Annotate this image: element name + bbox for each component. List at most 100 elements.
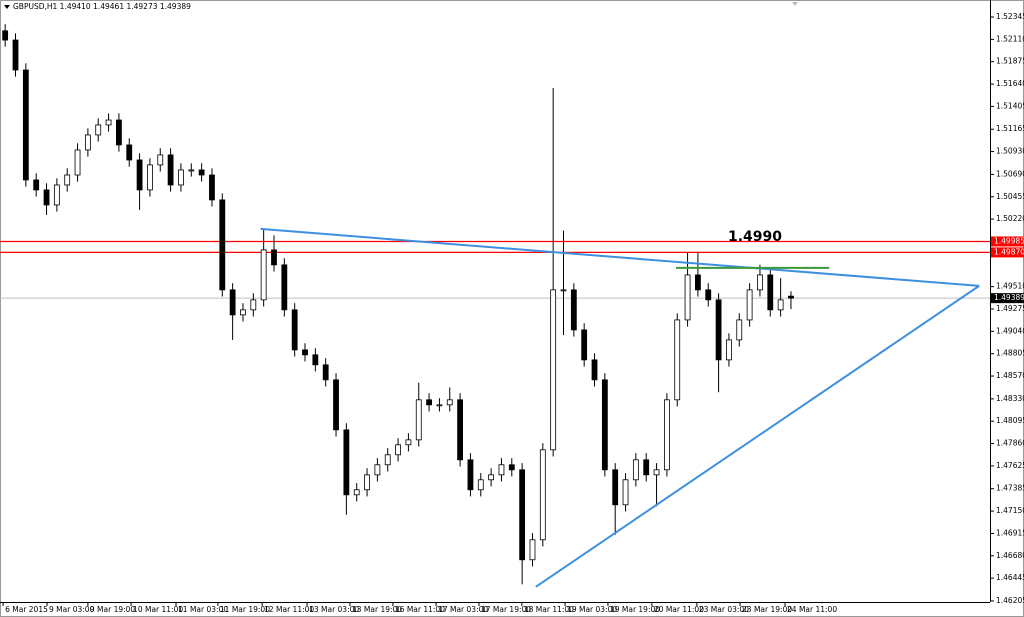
y-tick-label: 1.48330 — [996, 394, 1024, 403]
candle-body — [333, 379, 339, 431]
x-tick-label: 17 Mar 03:00 — [438, 605, 488, 614]
candle-body — [53, 184, 60, 206]
candle-body — [84, 134, 91, 151]
y-tick-label: 1.51405 — [996, 101, 1024, 110]
y-tick-label: 1.50220 — [996, 214, 1024, 223]
candle-body — [498, 464, 505, 476]
y-tick-label: 1.50690 — [996, 169, 1024, 178]
candle-body — [147, 164, 153, 191]
level-label-box — [991, 236, 1024, 247]
y-tick-label: 1.46445 — [996, 573, 1024, 582]
candle-body — [33, 179, 40, 191]
level-label: 1.49870 — [994, 247, 1024, 256]
candle-body — [384, 454, 391, 466]
candle-body — [364, 474, 370, 491]
candle-body — [695, 274, 701, 291]
x-tick-label: 11 Mar 19:00 — [220, 605, 270, 614]
candle-body — [74, 149, 81, 176]
x-tick-label: 13 Mar 19:00 — [352, 605, 402, 614]
candle-body — [488, 474, 495, 481]
candle-body — [415, 399, 422, 441]
candle-body — [663, 399, 670, 471]
candle-body — [570, 289, 577, 331]
candle-body — [674, 319, 681, 401]
y-tick-label: 1.51640 — [996, 79, 1024, 88]
x-tick-label: 18 Mar 11:00 — [524, 605, 574, 614]
y-tick-label: 1.47860 — [996, 439, 1024, 448]
candle-body — [426, 399, 432, 406]
y-tick-label: 1.49510 — [996, 282, 1024, 291]
x-tick-label: 24 Mar 11:00 — [787, 605, 837, 614]
level-label-box — [991, 247, 1024, 258]
x-tick-label: 20 Mar 11:00 — [654, 605, 704, 614]
price-label: 1.49389 — [994, 293, 1024, 302]
candle-body — [229, 289, 236, 316]
candle-body — [271, 249, 277, 266]
x-tick-label: 19 Mar 03:00 — [567, 605, 617, 614]
candle-body — [240, 309, 246, 316]
candle-body — [757, 274, 763, 291]
candle-body — [116, 119, 122, 146]
candle-body — [726, 339, 732, 361]
candle-body — [219, 199, 226, 291]
candle-body — [446, 399, 453, 406]
candle-body — [601, 379, 608, 471]
candle-body — [167, 154, 174, 186]
level-annotation: 1.4990 — [728, 229, 782, 245]
candle-body — [467, 459, 474, 491]
candle-body — [788, 295, 794, 299]
candle-body — [12, 39, 19, 71]
y-tick-label: 1.49275 — [996, 304, 1024, 313]
candle-body — [188, 169, 195, 172]
candle-body — [105, 119, 112, 126]
x-tick-label: 23 Mar 19:00 — [742, 605, 792, 614]
candle-body — [705, 289, 712, 301]
level-label: 1.49985 — [994, 236, 1024, 245]
candle-body — [581, 329, 588, 361]
x-tick-label: 23 Mar 03:00 — [699, 605, 749, 614]
candle-body — [322, 364, 329, 381]
candle-body — [291, 309, 298, 351]
candle-body — [612, 469, 619, 506]
price-label-box — [991, 293, 1024, 304]
x-tick-label: 6 Mar 2015 — [5, 605, 48, 614]
x-tick-label: 19 Mar 19:00 — [610, 605, 660, 614]
candle-body — [281, 264, 288, 311]
candle-body — [457, 399, 464, 461]
candle-body — [684, 274, 691, 321]
candle-body — [250, 299, 257, 311]
candle-body — [395, 444, 401, 456]
x-tick-label: 10 Mar 11:00 — [133, 605, 183, 614]
x-tick-label: 16 Mar 11:00 — [395, 605, 445, 614]
scroll-marker — [792, 2, 798, 6]
candle-body — [560, 289, 567, 292]
candle-body — [477, 479, 484, 491]
candle-body — [653, 469, 660, 476]
candle-body — [519, 469, 526, 561]
candle-body — [178, 169, 184, 186]
menu-arrow[interactable] — [4, 5, 10, 9]
candle-body — [529, 539, 536, 561]
trendline — [535, 285, 980, 588]
candle-body — [643, 459, 650, 476]
y-tick-label: 1.48095 — [996, 416, 1024, 425]
y-tick-label: 1.47385 — [996, 484, 1024, 493]
y-tick-label: 1.50455 — [996, 192, 1024, 201]
candle-body — [343, 429, 350, 496]
x-tick-label: 11 Mar 03:00 — [178, 605, 228, 614]
candle-body — [22, 69, 29, 181]
x-tick-label: 9 Mar 03:00 — [49, 605, 95, 614]
candle-body — [777, 299, 784, 311]
candle-body — [302, 349, 308, 356]
y-tick-label: 1.50930 — [996, 147, 1024, 156]
candle-body — [539, 449, 546, 541]
candle-body — [632, 459, 639, 481]
candle-body — [622, 479, 629, 506]
candle-body — [260, 249, 267, 301]
y-tick-label: 1.46680 — [996, 551, 1024, 560]
candle-body — [508, 464, 515, 471]
candle-body — [136, 159, 143, 191]
candle-body — [736, 319, 743, 341]
